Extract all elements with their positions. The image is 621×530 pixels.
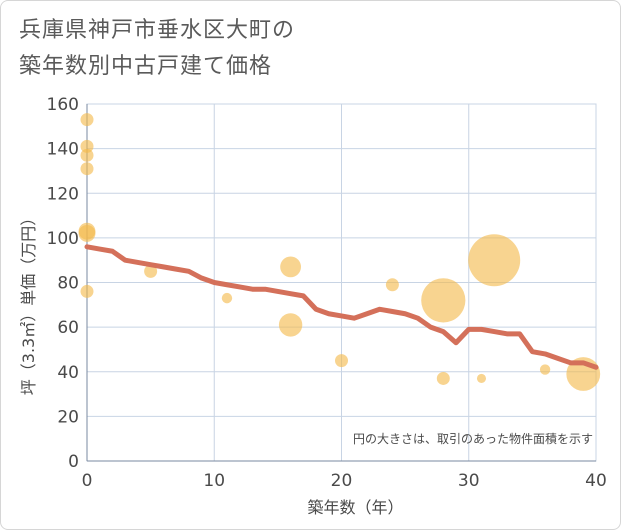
data-point [468,234,521,287]
x-tick-label: 40 [585,471,607,491]
bubble-size-note: 円の大きさは、取引のあった物件面積を示す [353,431,593,446]
data-point [80,148,94,162]
y-tick-label: 100 [47,229,79,249]
y-tick-label: 40 [57,363,79,383]
data-point [278,313,303,337]
x-tick-label: 10 [203,471,225,491]
data-point [385,278,399,292]
x-axis-label: 築年数（年） [307,498,403,517]
bubble-layer [78,113,601,391]
data-point [80,162,94,176]
data-point [436,371,450,385]
x-tick-label: 0 [82,471,93,491]
data-point [80,284,94,298]
data-point [221,292,233,304]
page-title: 兵庫県神戸市垂水区大町の 築年数別中古戸建て価格 [19,13,295,85]
data-point [280,256,301,278]
data-point [80,113,94,127]
y-tick-label: 160 [47,95,79,115]
trend-layer [84,244,599,370]
x-tick-label: 30 [458,471,480,491]
y-tick-label: 140 [47,140,79,160]
grid-layer [86,103,597,462]
x-tick-label: 20 [331,471,353,491]
data-point [539,364,551,375]
y-axis-label: 坪（3.3㎡）単価（万円） [19,210,38,395]
trend-line [84,244,599,370]
data-point [476,373,487,383]
data-point [144,264,158,278]
data-point [80,139,94,153]
title-line-1: 兵庫県神戸市垂水区大町の [19,18,296,43]
y-tick-label: 20 [57,407,79,427]
tick-layer: 0 20 40 60 80 100 120 140 160 0 10 20 30 40 [47,95,607,491]
y-tick-label: 60 [57,318,79,338]
y-tick-label: 80 [57,274,79,294]
y-tick-label: 120 [47,184,79,204]
title-line-2: 築年数別中古戸建て価格 [19,54,273,79]
data-point [421,278,466,323]
data-point [335,354,348,368]
y-tick-label: 0 [68,452,79,472]
data-point [78,224,96,242]
